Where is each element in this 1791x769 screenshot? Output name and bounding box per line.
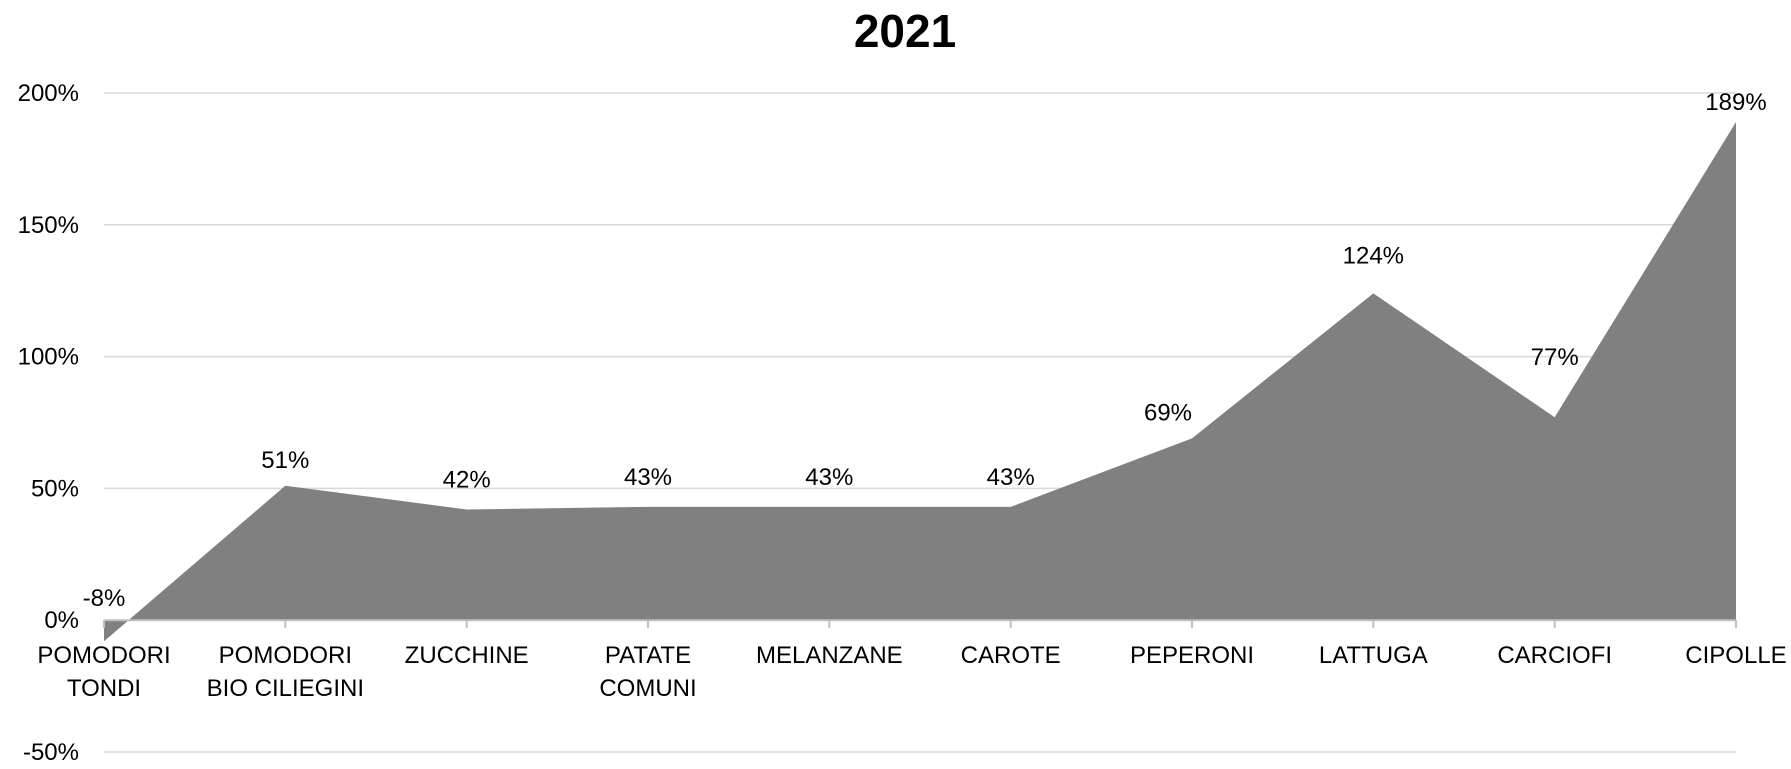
y-axis-tick-labels: 200% 150% 100% 50% 0% -50% xyxy=(18,80,79,766)
data-label: 42% xyxy=(443,466,491,493)
chart-title: 2021 xyxy=(854,5,956,57)
x-tick-label-line: PATATE xyxy=(605,642,691,669)
x-tick-label: POMODORI TONDI xyxy=(37,642,170,702)
x-tick-label: CARCIOFI xyxy=(1497,642,1612,669)
data-label: 43% xyxy=(987,464,1035,491)
x-tick-label: CIPOLLE xyxy=(1685,642,1786,669)
data-label: 124% xyxy=(1343,242,1404,269)
data-label: 77% xyxy=(1531,344,1579,371)
x-tick-label: CAROTE xyxy=(961,642,1061,669)
x-tick-label-line: COMUNI xyxy=(599,675,696,702)
area-series xyxy=(104,121,1736,642)
y-tick-label: 150% xyxy=(18,212,79,239)
x-tick-label-line: CIPOLLE xyxy=(1685,642,1786,669)
data-label: 189% xyxy=(1705,89,1766,116)
x-tick-label-line: LATTUGA xyxy=(1319,642,1428,669)
data-labels: -8% 51% 42% 43% 43% 43% 69% 124% 77% 189% xyxy=(83,89,1767,612)
area-fill xyxy=(104,121,1736,642)
x-tick-label: PATATE COMUNI xyxy=(599,642,696,702)
y-tick-label: 0% xyxy=(44,607,79,634)
x-tick-label-line: PEPERONI xyxy=(1130,642,1254,669)
x-tick-label-line: MELANZANE xyxy=(756,642,903,669)
data-label: 43% xyxy=(805,464,853,491)
y-tick-label: -50% xyxy=(23,739,79,764)
y-tick-label: 200% xyxy=(18,80,79,107)
x-axis xyxy=(103,619,1737,629)
x-tick-label: PEPERONI xyxy=(1130,642,1254,669)
x-tick-label-line: POMODORI xyxy=(219,642,352,669)
x-tick-label-line: TONDI xyxy=(67,675,141,702)
data-label: 51% xyxy=(261,447,309,474)
x-tick-label-line: POMODORI xyxy=(37,642,170,669)
x-tick-label-line: ZUCCHINE xyxy=(405,642,529,669)
y-tick-label: 100% xyxy=(18,344,79,371)
x-axis-tick-labels: POMODORI TONDI POMODORI BIO CILIEGINI ZUCCHI… xyxy=(37,642,1786,702)
x-tick-label: MELANZANE xyxy=(756,642,903,669)
x-tick-label: LATTUGA xyxy=(1319,642,1428,669)
y-tick-label: 50% xyxy=(31,475,79,502)
data-label: -8% xyxy=(83,585,126,612)
x-tick-label-line: BIO CILIEGINI xyxy=(207,675,364,702)
data-label: 43% xyxy=(624,464,672,491)
x-tick-label-line: CARCIOFI xyxy=(1497,642,1612,669)
x-tick-label-line: CAROTE xyxy=(961,642,1061,669)
data-label: 69% xyxy=(1144,399,1192,426)
x-tick-label: ZUCCHINE xyxy=(405,642,529,669)
x-tick-label: POMODORI BIO CILIEGINI xyxy=(207,642,364,702)
